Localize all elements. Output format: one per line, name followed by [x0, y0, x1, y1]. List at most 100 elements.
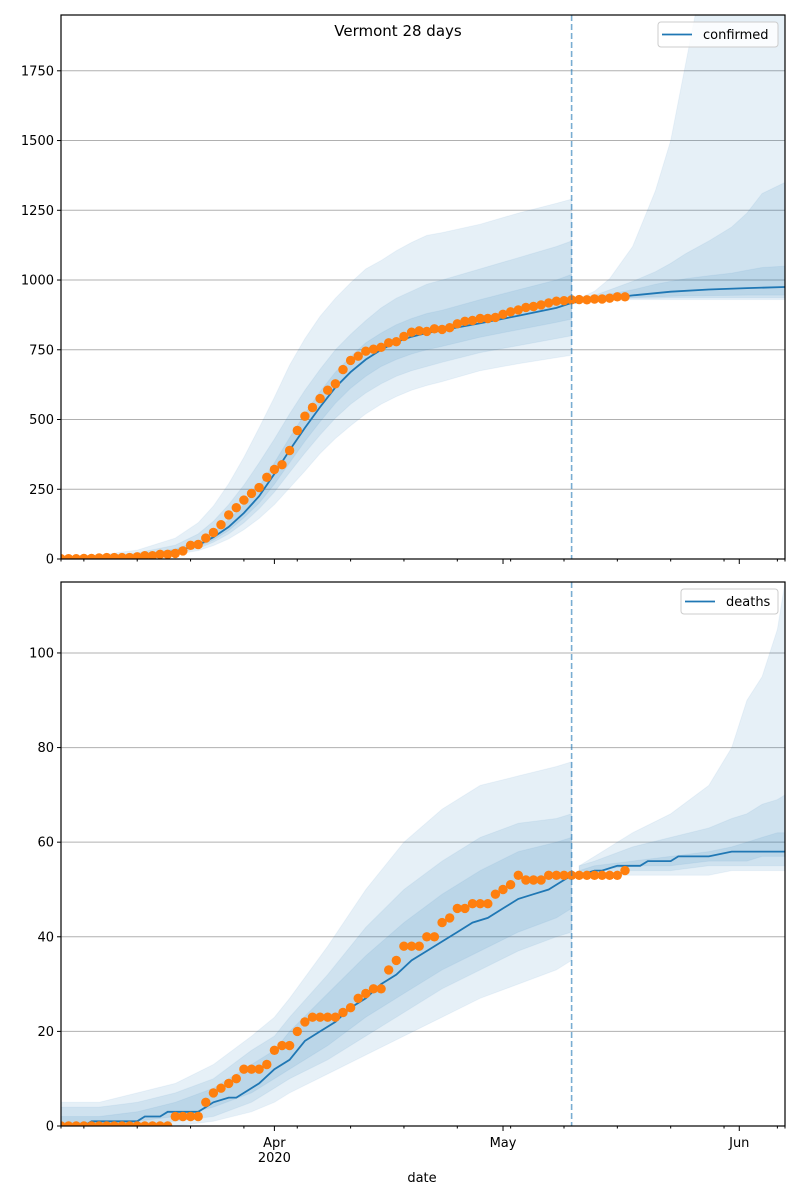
y-tick-label: 40 [37, 930, 54, 945]
observed-point [163, 549, 173, 559]
observed-point [406, 327, 417, 337]
observed-point [521, 875, 531, 885]
observed-point [437, 917, 447, 928]
observed-point [345, 355, 356, 366]
observed-point [445, 323, 455, 333]
observed-point [262, 472, 272, 482]
band-middle [61, 813, 573, 1126]
observed-point [376, 984, 386, 994]
observed-point [353, 993, 363, 1003]
legend: deaths [680, 588, 779, 615]
legend-box [680, 588, 779, 615]
observed-point [284, 1040, 295, 1051]
axes-frame [60, 14, 786, 560]
observed-point [224, 1078, 234, 1089]
observed-point [528, 875, 539, 885]
chart-title: Vermont 28 days [334, 22, 462, 40]
observed-point [94, 1121, 104, 1126]
observed-point [269, 1045, 280, 1056]
observed-point [315, 393, 325, 404]
y-tick-label: 0 [46, 1120, 54, 1135]
plot-area [61, 15, 785, 559]
observed-point [338, 364, 348, 375]
observed-point [63, 554, 74, 559]
y-tick-label: 1000 [21, 274, 54, 289]
observed-point [102, 1121, 112, 1126]
observed-point [170, 548, 180, 559]
observed-point [452, 903, 462, 914]
observed-point [178, 1111, 188, 1122]
observed-point [254, 482, 264, 493]
observed-point [376, 342, 386, 352]
observed-point [132, 552, 142, 559]
observed-point [544, 298, 554, 308]
observed-point [277, 460, 287, 470]
observed-point [490, 312, 501, 323]
observed-point [254, 1064, 264, 1074]
x-tick-label: Apr [263, 1136, 286, 1151]
observed-point [475, 313, 485, 324]
y-tick-label: 1750 [21, 64, 54, 79]
observed-point [216, 520, 226, 530]
band-middle [578, 181, 785, 301]
observed-point [307, 402, 318, 413]
observed-point [475, 899, 485, 909]
observed-point [528, 301, 539, 312]
observed-point [330, 379, 341, 389]
observed-point [163, 1121, 173, 1126]
observed-point [399, 941, 409, 951]
observed-point [505, 307, 516, 317]
confirmed-axes: 0 250 500 750 1000 1250 1500 1750 confirmed [21, 14, 786, 568]
observed-point [574, 294, 584, 305]
observed-point [216, 1083, 226, 1093]
observed-point [582, 295, 592, 305]
observed-point [300, 411, 310, 421]
observed-point [422, 932, 432, 942]
observed-point [620, 292, 630, 302]
observed-point [71, 554, 81, 559]
observed-point [185, 540, 196, 550]
observed-point [422, 326, 432, 337]
observed-point [86, 1121, 97, 1126]
observed-point [79, 1121, 89, 1126]
observed-point [460, 903, 470, 914]
observed-point [140, 551, 150, 559]
observed-point [239, 495, 249, 505]
observed-point [536, 875, 546, 885]
observed-point [338, 1007, 348, 1018]
plot-area [61, 582, 785, 1126]
observed-point [323, 385, 333, 395]
observed-point [513, 870, 523, 880]
observed-point [132, 1121, 142, 1126]
observed-point [391, 955, 401, 966]
y-tick-label: 1500 [21, 134, 54, 149]
observed-point [505, 880, 516, 890]
observed-point [155, 1121, 165, 1126]
observed-point [406, 941, 417, 951]
observed-point [361, 346, 371, 356]
observed-point [368, 984, 379, 994]
observed-point [246, 488, 257, 499]
observed-point [109, 1121, 119, 1126]
observed-point [467, 315, 478, 326]
observed-point [612, 292, 622, 302]
observed-point [178, 546, 188, 556]
observed-point [124, 1121, 135, 1126]
observed-point [399, 331, 409, 342]
observed-point [300, 1017, 310, 1027]
observed-point [384, 338, 394, 348]
observed-point [361, 988, 371, 999]
observed-point [445, 913, 455, 923]
observed-point [330, 1012, 341, 1022]
observed-point [262, 1059, 272, 1070]
observed-point [551, 870, 562, 880]
observed-point [124, 552, 135, 559]
observed-point [429, 932, 440, 942]
observed-point [597, 870, 607, 880]
observed-point [86, 553, 97, 559]
x-tick-label: Jun [728, 1136, 749, 1151]
observed-point [79, 553, 89, 559]
legend-label: confirmed [703, 28, 769, 43]
observed-point [544, 870, 554, 880]
observed-point [94, 553, 104, 559]
